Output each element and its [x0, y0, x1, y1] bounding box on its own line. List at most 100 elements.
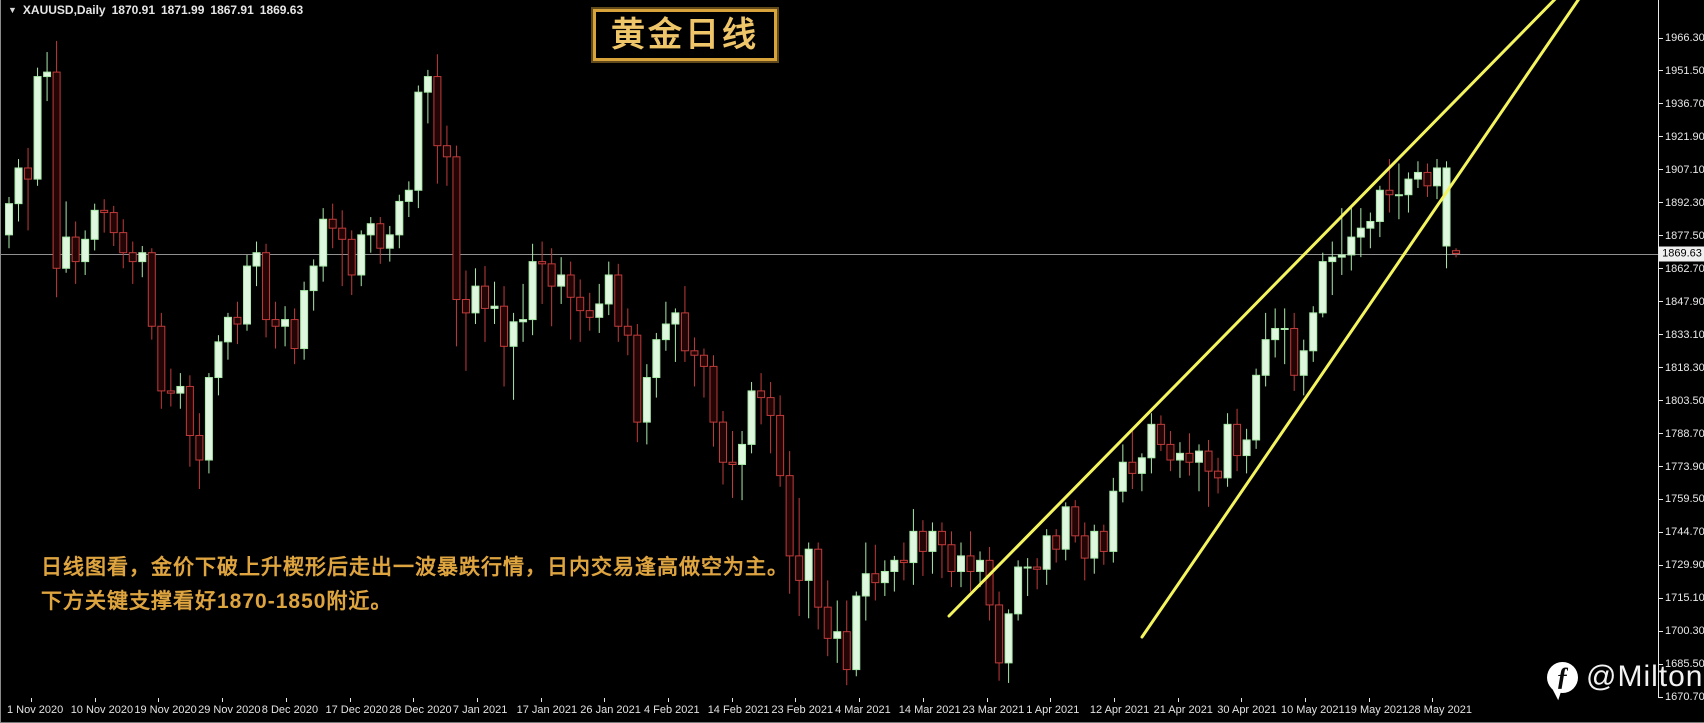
candle-body — [414, 91, 423, 191]
time-axis-label: 10 May 2021 — [1281, 704, 1345, 716]
candle-body — [147, 252, 156, 327]
candle-body — [433, 76, 442, 147]
candles-group[interactable] — [5, 40, 1461, 686]
candle-body — [976, 559, 985, 572]
candle-body — [1309, 312, 1318, 352]
time-tick — [285, 698, 287, 702]
candle-body — [1433, 167, 1441, 187]
candle-body — [861, 573, 870, 597]
time-tick — [31, 698, 32, 702]
candle-body — [966, 555, 975, 572]
time-tick — [986, 698, 988, 702]
candle-body — [1423, 171, 1432, 187]
price-axis-label: 1818.30 — [1665, 361, 1704, 374]
price-axis-label: 1759.50 — [1665, 493, 1704, 506]
candle-body — [957, 555, 965, 572]
price-axis-label: 1892.30 — [1665, 196, 1704, 209]
candle-body — [90, 209, 99, 240]
price-axis-label: 1921.90 — [1665, 130, 1704, 143]
time-axis-label: 7 Jan 2021 — [452, 704, 508, 716]
candle-body — [1156, 423, 1165, 445]
time-tick — [1113, 698, 1115, 702]
candle-body — [128, 252, 137, 263]
wedge-upper-support-trendline[interactable] — [947, 0, 1566, 618]
candle-body — [481, 285, 489, 309]
candle-body — [176, 385, 185, 394]
wedge-lower-support-trendline[interactable] — [1140, 0, 1585, 639]
candle-body — [1280, 327, 1289, 330]
candle-body — [1042, 535, 1051, 570]
time-tick — [476, 698, 478, 702]
candle-body — [709, 365, 718, 423]
price-axis-label: 1936.70 — [1665, 97, 1704, 110]
candle-body — [937, 530, 946, 546]
time-tick — [1305, 698, 1306, 702]
candle-body — [699, 354, 708, 367]
price-axis-label: 1700.30 — [1665, 625, 1704, 637]
candle-body — [1252, 374, 1261, 441]
candle-body — [1099, 530, 1108, 552]
candle-body — [1090, 530, 1099, 559]
price-axis[interactable]: 1966.30 1951.50 1936.70 1921.90 1907.10 1892.… — [1658, 0, 1704, 703]
time-tick — [604, 698, 606, 702]
price-axis-label: 1715.10 — [1665, 592, 1704, 605]
price-axis-label: 1788.70 — [1665, 427, 1704, 440]
candle-body — [595, 303, 604, 318]
candle-body — [1261, 339, 1270, 376]
candle-body — [14, 167, 23, 205]
time-tick — [540, 698, 542, 702]
candle-body — [1452, 250, 1461, 255]
candle-body — [33, 76, 42, 180]
time-axis-label: 26 Jan 2021 — [580, 704, 641, 716]
candle-body — [214, 341, 223, 379]
time-axis-label: 14 Mar 2021 — [898, 704, 961, 716]
price-tick — [1659, 466, 1663, 468]
candle-body — [500, 305, 509, 347]
candle-body — [633, 334, 642, 423]
time-axis-label: 17 Dec 2020 — [325, 704, 388, 716]
candle-body — [81, 238, 90, 263]
candle-body — [376, 223, 385, 249]
annotation-line-2: 下方关键支撑看好1870-1850附近。 — [41, 590, 393, 613]
quote-close: 1869.63 — [259, 3, 304, 17]
time-axis[interactable]: 1 Nov 2020 10 Nov 2020 19 Nov 2020 29 Nov 2… — [1, 698, 1658, 722]
annotation-line-1: 日线图看，金价下破上升楔形后走出一波暴跌行情，日内交易逢高做空为主。 — [41, 556, 789, 579]
candle-body — [1242, 439, 1251, 457]
candle-body — [1366, 220, 1375, 229]
candle-body — [1214, 470, 1223, 479]
candle-body — [5, 203, 13, 236]
candle-body — [776, 414, 785, 477]
candle-body — [852, 595, 861, 671]
candle-body — [461, 299, 470, 314]
candle-body — [728, 461, 737, 465]
candle-body — [661, 323, 670, 341]
price-tick — [1659, 367, 1663, 369]
time-tick — [349, 698, 351, 702]
price-tick — [1659, 663, 1663, 665]
candles-svg[interactable] — [1, 0, 1658, 698]
price-axis-label: 1744.70 — [1665, 526, 1704, 539]
time-tick — [731, 698, 733, 702]
collapse-triangle-icon[interactable]: ▼ — [8, 5, 17, 15]
candle-body — [404, 189, 413, 202]
candle-body — [928, 530, 937, 552]
candle-body — [1442, 167, 1451, 247]
candle-body — [623, 325, 632, 336]
time-axis-label: 19 May 2021 — [1344, 704, 1409, 716]
time-axis-label: 28 Dec 2020 — [389, 704, 452, 716]
candle-body — [338, 227, 347, 240]
price-tick — [1659, 268, 1663, 270]
candle-body — [1337, 254, 1346, 258]
candle-body — [281, 319, 290, 327]
price-axis-label: 1951.50 — [1665, 64, 1704, 77]
chart-title-box[interactable]: 黄金日线 — [593, 9, 777, 61]
chart-plot-area[interactable] — [1, 0, 1658, 698]
watermark-handle: @Milton — [1586, 660, 1704, 693]
candle-body — [585, 310, 594, 318]
candle-body — [223, 316, 232, 343]
price-tick — [1659, 531, 1663, 533]
price-axis-label: 1670.70 — [1665, 691, 1704, 703]
price-tick — [1659, 597, 1663, 599]
time-axis-label: 10 Nov 2020 — [70, 704, 134, 716]
time-tick — [1432, 698, 1434, 702]
